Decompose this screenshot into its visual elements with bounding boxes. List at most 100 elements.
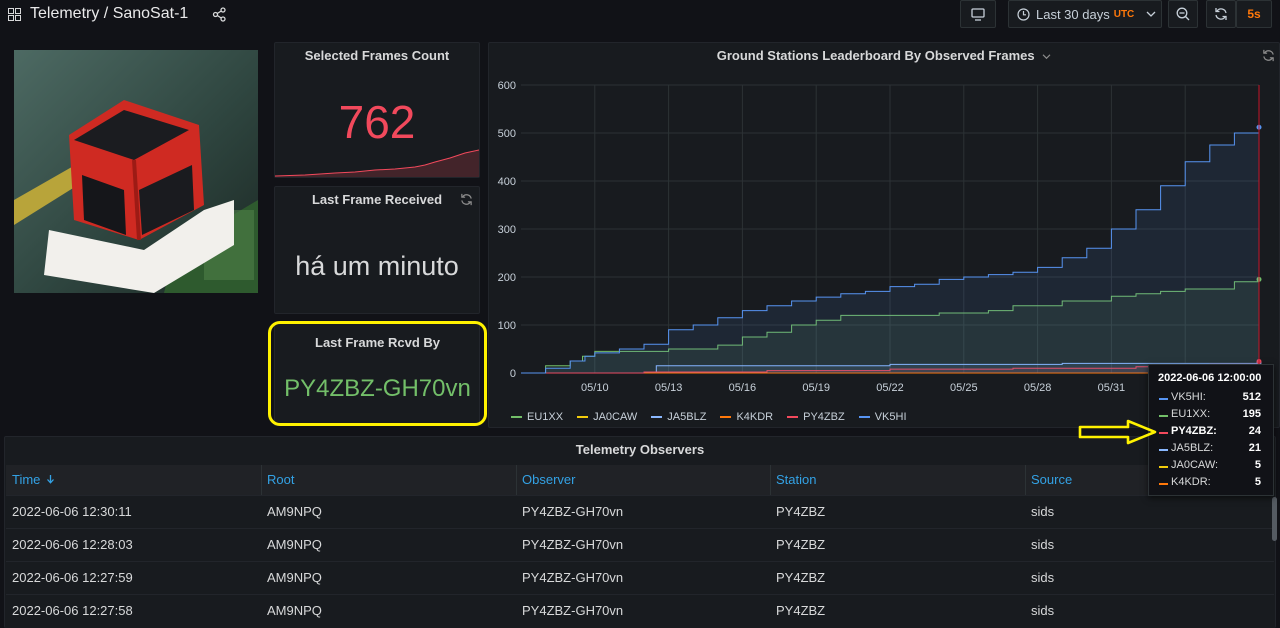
cell-station: PY4ZBZ xyxy=(776,603,826,618)
legend-swatch xyxy=(577,416,589,418)
column-divider xyxy=(770,465,771,495)
frames-count-panel: Selected Frames Count 762 xyxy=(274,42,480,178)
refresh-interval-picker[interactable]: 5s xyxy=(1236,0,1272,28)
table-row[interactable]: 2022-06-06 12:27:58 AM9NPQ PY4ZBZ-GH70vn… xyxy=(6,594,1274,627)
series-area-ja5blz xyxy=(521,362,1259,373)
legend-item-vk5hi[interactable]: VK5HI xyxy=(858,411,907,423)
cell-observer: PY4ZBZ-GH70vn xyxy=(522,570,624,585)
column-header-time[interactable]: Time xyxy=(12,465,55,495)
refresh-icon[interactable] xyxy=(1262,49,1275,62)
leaderboard-title[interactable]: Ground Stations Leaderboard By Observed … xyxy=(489,48,1279,63)
cell-time: 2022-06-06 12:27:59 xyxy=(12,570,133,585)
leaderboard-title-text: Ground Stations Leaderboard By Observed … xyxy=(716,48,1035,63)
time-range-picker[interactable]: Last 30 days UTC xyxy=(1008,0,1162,28)
cell-time: 2022-06-06 12:30:11 xyxy=(12,504,132,519)
y-tick-label: 200 xyxy=(498,272,516,284)
tooltip-row: JA0CAW: 5 xyxy=(1149,459,1273,476)
cell-source: sids xyxy=(1031,603,1055,618)
refresh-button[interactable] xyxy=(1206,0,1236,28)
tooltip-swatch xyxy=(1159,398,1168,400)
dashboard-title[interactable]: Telemetry / SanoSat-1 xyxy=(30,5,189,22)
x-tick-label: 05/22 xyxy=(876,382,904,394)
legend-swatch xyxy=(651,416,663,418)
x-tick-label: 05/31 xyxy=(1098,382,1126,394)
cell-station: PY4ZBZ xyxy=(776,570,826,585)
tooltip-row: PY4ZBZ: 24 xyxy=(1149,425,1273,442)
cell-source: sids xyxy=(1031,537,1055,552)
cell-root: AM9NPQ xyxy=(267,603,322,618)
chevron-down-icon xyxy=(1146,11,1156,17)
column-header-station[interactable]: Station xyxy=(776,472,817,487)
last-frame-panel: Last Frame Received há um minuto xyxy=(274,186,480,314)
x-tick-label: 05/16 xyxy=(729,382,757,394)
tooltip-row: K4KDR: 5 xyxy=(1149,476,1273,493)
legend-label: K4KDR xyxy=(736,411,774,423)
tv-mode-button[interactable] xyxy=(960,0,996,28)
cell-observer: PY4ZBZ-GH70vn xyxy=(522,537,624,552)
tooltip-series-value: 5 xyxy=(1254,459,1261,471)
tooltip-row: JA5BLZ: 21 xyxy=(1149,442,1273,459)
tooltip-series-value: 21 xyxy=(1248,442,1261,454)
column-header-source[interactable]: Source xyxy=(1031,472,1073,487)
y-tick-label: 100 xyxy=(498,320,516,332)
tooltip-series-value: 5 xyxy=(1254,476,1261,488)
cell-root: AM9NPQ xyxy=(267,537,322,552)
x-tick-label: 05/25 xyxy=(950,382,978,394)
last-rcvd-by-panel xyxy=(274,322,480,426)
table-row[interactable]: 2022-06-06 12:28:03 AM9NPQ PY4ZBZ-GH70vn… xyxy=(6,528,1274,561)
cell-observer: PY4ZBZ-GH70vn xyxy=(522,504,624,519)
legend-item-ja0caw[interactable]: JA0CAW xyxy=(577,411,637,423)
tooltip-swatch xyxy=(1159,449,1168,451)
column-header-observer[interactable]: Observer xyxy=(522,472,576,487)
legend-swatch xyxy=(720,416,732,418)
column-divider xyxy=(261,465,262,495)
tooltip-series-value: 512 xyxy=(1242,391,1261,403)
legend-item-ja5blz[interactable]: JA5BLZ xyxy=(651,411,706,423)
y-tick-label: 300 xyxy=(498,224,516,236)
table-row[interactable]: 2022-06-06 12:30:11 AM9NPQ PY4ZBZ-GH70vn… xyxy=(6,495,1274,528)
cell-root: AM9NPQ xyxy=(267,570,322,585)
tooltip-series-name: VK5HI: xyxy=(1171,391,1206,403)
frames-count-title: Selected Frames Count xyxy=(304,48,450,63)
legend-swatch xyxy=(787,416,799,418)
tooltip-swatch xyxy=(1159,466,1168,468)
legend-item-py4zbz[interactable]: PY4ZBZ xyxy=(787,411,845,423)
legend-label: VK5HI xyxy=(874,411,907,423)
tooltip-swatch xyxy=(1159,483,1168,485)
legend-label: JA0CAW xyxy=(593,411,638,423)
highlight-box xyxy=(268,321,487,426)
zoom-out-button[interactable] xyxy=(1168,0,1198,28)
x-tick-label: 05/28 xyxy=(1024,382,1052,394)
table-row[interactable]: 2022-06-06 12:27:59 AM9NPQ PY4ZBZ-GH70vn… xyxy=(6,561,1274,594)
tooltip-series-name: K4KDR: xyxy=(1171,476,1211,488)
cell-source: sids xyxy=(1031,570,1055,585)
share-icon[interactable] xyxy=(212,7,227,22)
legend-item-k4kdr[interactable]: K4KDR xyxy=(720,411,773,423)
last-rcvd-by-value: PY4ZBZ-GH70vn xyxy=(284,375,471,402)
cell-station: PY4ZBZ xyxy=(776,504,826,519)
tv-icon xyxy=(971,7,985,21)
tooltip-series-value: 195 xyxy=(1242,408,1261,420)
observers-header: Time Root Observer Station Source xyxy=(6,465,1274,495)
zoom-out-icon xyxy=(1176,7,1190,21)
chart-tooltip: 2022-06-06 12:00:00 VK5HI: 512 EU1XX: 195 PY… xyxy=(1148,364,1274,496)
x-tick-label: 05/10 xyxy=(581,382,609,394)
y-tick-label: 0 xyxy=(510,368,516,380)
chevron-down-icon xyxy=(1042,54,1051,60)
x-tick-label: 05/19 xyxy=(802,382,830,394)
chart-legend: EU1XX JA0CAW JA5BLZ K4KDR PY4ZBZ VK5HI xyxy=(511,405,921,423)
tooltip-row: VK5HI: 512 xyxy=(1149,391,1273,408)
refresh-icon xyxy=(1215,8,1227,20)
tooltip-series-name: JA5BLZ: xyxy=(1171,442,1214,454)
refresh-icon[interactable] xyxy=(460,193,473,206)
cell-observer: PY4ZBZ-GH70vn xyxy=(522,603,624,618)
x-tick-label: 05/13 xyxy=(655,382,683,394)
legend-item-eu1xx[interactable]: EU1XX xyxy=(511,411,563,423)
table-scrollbar[interactable] xyxy=(1272,497,1277,541)
column-divider xyxy=(516,465,517,495)
leaderboard-chart[interactable]: 0 100 200 300 400 500 600 05/10 05/13 05/16 05/19 0… xyxy=(489,43,1280,403)
grid-icon[interactable] xyxy=(8,8,21,21)
column-header-root[interactable]: Root xyxy=(267,472,295,487)
top-bar: Telemetry / SanoSat-1 Last 30 days UTC xyxy=(0,0,1280,30)
tooltip-series-value: 24 xyxy=(1248,425,1261,437)
